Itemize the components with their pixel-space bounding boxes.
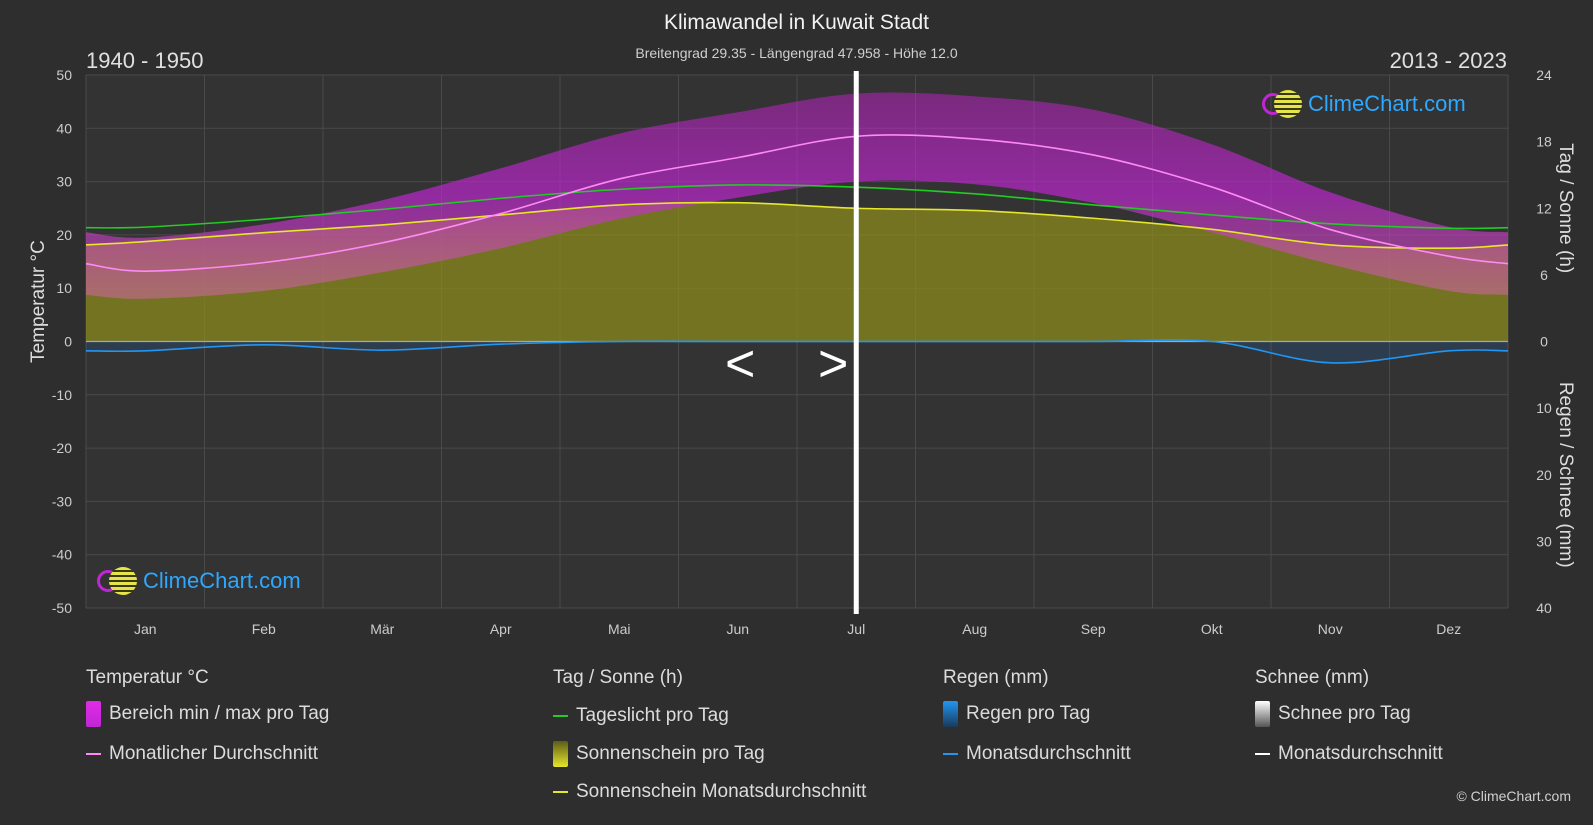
- axes: 50 40 30 20 10 0 -10 -20 -30 -40 -50 Jan Feb Mär Apr Ma…: [28, 67, 1576, 637]
- y-left-tick-label: 30: [56, 174, 72, 190]
- temperature-range-area: [86, 92, 1508, 299]
- sunshine-swatch-icon: [553, 741, 568, 767]
- legend-rain-avg-label: Monatsdurchschnitt: [966, 743, 1131, 764]
- rain-bars: [86, 339, 1508, 363]
- rain-avg-line: [85, 339, 1509, 364]
- temp-range-swatch-icon: [86, 701, 101, 727]
- temp-avg-line-icon: [86, 753, 101, 755]
- legend-temp-avg: Monatlicher Durchschnitt: [86, 743, 318, 765]
- y-left-tick-label: 50: [56, 67, 72, 83]
- logo-text: ClimeChart.com: [143, 568, 301, 593]
- legend-snow-title: Schnee (mm): [1255, 667, 1370, 688]
- x-tick-label: Jul: [847, 621, 865, 637]
- next-period-button[interactable]: >: [818, 335, 849, 393]
- chart-title: Klimawandel in Kuwait Stadt: [664, 11, 929, 34]
- y-right-top-axis-label: Tag / Sonne (h): [1555, 143, 1576, 273]
- temperature-avg-line: [85, 134, 1509, 272]
- x-tick-label: Aug: [962, 621, 987, 637]
- x-tick-label: Okt: [1201, 621, 1223, 637]
- y-right-bottom-tick-label: 30: [1536, 533, 1552, 549]
- y-left-axis-label: Temperatur °C: [28, 240, 49, 363]
- y-right-top-tick-label: 12: [1536, 200, 1552, 216]
- x-tick-label: Mär: [370, 621, 394, 637]
- sunshine-avg-line-icon: [553, 791, 568, 793]
- y-left-tick-label: 0: [64, 334, 72, 350]
- period-right: 2013 - 2023: [1389, 48, 1507, 73]
- x-tick-label: Mai: [608, 621, 631, 637]
- snow-avg-line-icon: [1255, 753, 1270, 755]
- x-tick-label: Sep: [1081, 621, 1106, 637]
- legend-temperature-title: Temperatur °C: [86, 667, 209, 688]
- y-right-bottom-tick-label: 20: [1536, 467, 1552, 483]
- y-left-tick-label: 20: [56, 227, 72, 243]
- temperature-range-band: [86, 92, 1508, 299]
- y-left-tick-label: 40: [56, 120, 72, 136]
- logo-top[interactable]: ClimeChart.com: [1262, 90, 1466, 118]
- y-left-tick-label: 10: [56, 280, 72, 296]
- y-left-tick-label: -30: [52, 493, 72, 509]
- legend-snow-day: Schnee pro Tag: [1255, 701, 1411, 727]
- y-right-top-tick-label: 0: [1540, 334, 1548, 350]
- snow-swatch-icon: [1255, 701, 1270, 727]
- legend-sunshine: Sonnenschein pro Tag: [553, 741, 765, 767]
- legend-sunshine-avg: Sonnenschein Monatsdurchschnitt: [553, 781, 866, 803]
- logo-text: ClimeChart.com: [1308, 91, 1466, 116]
- rain-avg-line-icon: [943, 753, 958, 755]
- legend-rain-day: Regen pro Tag: [943, 701, 1090, 727]
- logo-sun-icon: [1274, 90, 1302, 118]
- legend-rain-title: Regen (mm): [943, 667, 1049, 688]
- rain-area-fill: [86, 339, 1508, 363]
- period-left: 1940 - 1950: [86, 48, 204, 73]
- legend-rain-avg: Monatsdurchschnitt: [943, 743, 1131, 765]
- y-right-bottom-tick-label: 40: [1536, 600, 1552, 616]
- prev-period-button[interactable]: <: [725, 335, 756, 393]
- copyright: © ClimeChart.com: [1456, 788, 1571, 804]
- y-left-tick-label: -40: [52, 547, 72, 563]
- y-right-bottom-tick-label: 10: [1536, 400, 1552, 416]
- legend-temp-range: Bereich min / max pro Tag: [86, 701, 329, 727]
- legend-temp-avg-label: Monatlicher Durchschnitt: [109, 743, 319, 764]
- daylight-line-icon: [553, 715, 568, 717]
- legend-daylight: Tageslicht pro Tag: [553, 705, 729, 727]
- y-left-tick-label: -20: [52, 440, 72, 456]
- legend-snow-day-label: Schnee pro Tag: [1278, 703, 1411, 724]
- x-tick-label: Dez: [1436, 621, 1461, 637]
- logo-bottom[interactable]: ClimeChart.com: [97, 567, 301, 595]
- y-right-top-tick-label: 24: [1536, 67, 1552, 83]
- logo-sun-icon: [109, 567, 137, 595]
- daylight-line: [85, 184, 1509, 230]
- y-right-top-tick-label: 18: [1536, 134, 1552, 150]
- legend-sunshine-avg-label: Sonnenschein Monatsdurchschnitt: [576, 781, 867, 802]
- y-left-tick-label: -10: [52, 387, 72, 403]
- y-right-bottom-axis-label: Regen / Schnee (mm): [1555, 382, 1576, 568]
- legend-snow-avg-label: Monatsdurchschnitt: [1278, 743, 1443, 764]
- series-lines: [85, 71, 1509, 614]
- x-tick-label: Feb: [252, 621, 276, 637]
- legend-daylight-label: Tageslicht pro Tag: [576, 705, 729, 726]
- legend-temp-range-label: Bereich min / max pro Tag: [109, 703, 330, 724]
- x-tick-label: Jan: [134, 621, 157, 637]
- y-left-tick-label: -50: [52, 600, 72, 616]
- legend-rain-day-label: Regen pro Tag: [966, 703, 1091, 724]
- x-tick-label: Nov: [1318, 621, 1343, 637]
- y-right-top-tick-label: 6: [1540, 267, 1548, 283]
- legend-sunshine-label: Sonnenschein pro Tag: [576, 743, 765, 764]
- rain-swatch-icon: [943, 701, 958, 727]
- legend-snow-avg: Monatsdurchschnitt: [1255, 743, 1443, 765]
- chart-subtitle: Breitengrad 29.35 - Längengrad 47.958 - …: [635, 45, 958, 61]
- legend-sun-title: Tag / Sonne (h): [553, 667, 683, 688]
- x-tick-label: Apr: [490, 621, 512, 637]
- x-tick-label: Jun: [726, 621, 749, 637]
- sunshine-avg-line: [85, 201, 1509, 250]
